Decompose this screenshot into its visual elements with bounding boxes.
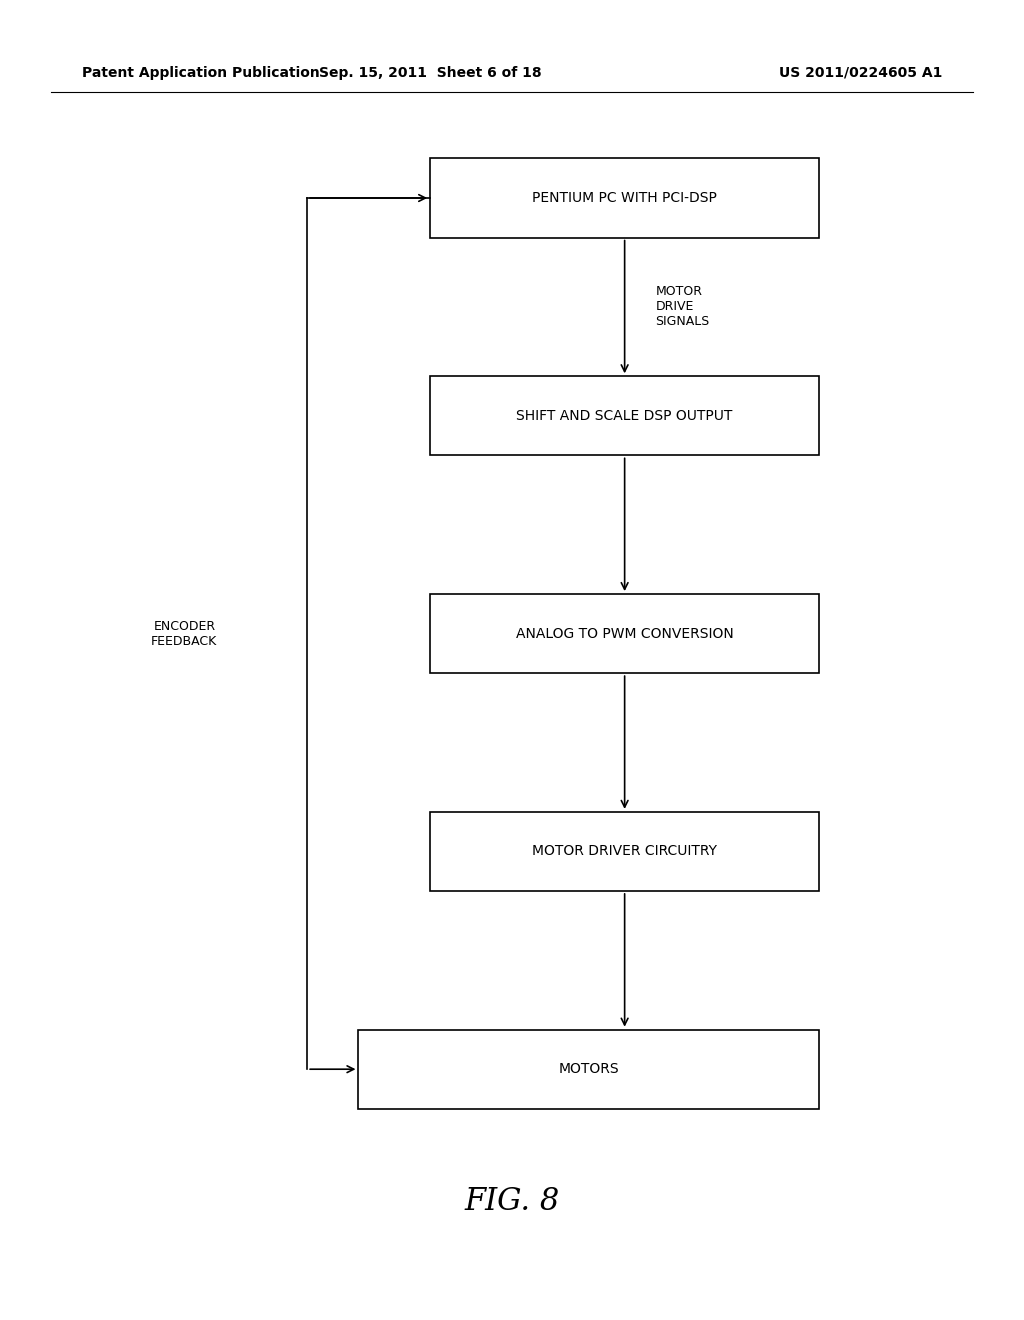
Text: SHIFT AND SCALE DSP OUTPUT: SHIFT AND SCALE DSP OUTPUT	[516, 409, 733, 422]
Text: MOTORS: MOTORS	[558, 1063, 620, 1076]
Text: US 2011/0224605 A1: US 2011/0224605 A1	[778, 66, 942, 79]
Text: ANALOG TO PWM CONVERSION: ANALOG TO PWM CONVERSION	[516, 627, 733, 640]
FancyBboxPatch shape	[430, 158, 819, 238]
Text: ENCODER
FEEDBACK: ENCODER FEEDBACK	[152, 619, 217, 648]
Text: Patent Application Publication: Patent Application Publication	[82, 66, 319, 79]
FancyBboxPatch shape	[430, 812, 819, 891]
FancyBboxPatch shape	[430, 376, 819, 455]
Text: FIG. 8: FIG. 8	[464, 1185, 560, 1217]
Text: Sep. 15, 2011  Sheet 6 of 18: Sep. 15, 2011 Sheet 6 of 18	[318, 66, 542, 79]
Text: MOTOR
DRIVE
SIGNALS: MOTOR DRIVE SIGNALS	[655, 285, 710, 329]
FancyBboxPatch shape	[430, 594, 819, 673]
Text: MOTOR DRIVER CIRCUITRY: MOTOR DRIVER CIRCUITRY	[532, 845, 717, 858]
Text: PENTIUM PC WITH PCI-DSP: PENTIUM PC WITH PCI-DSP	[532, 191, 717, 205]
FancyBboxPatch shape	[358, 1030, 819, 1109]
